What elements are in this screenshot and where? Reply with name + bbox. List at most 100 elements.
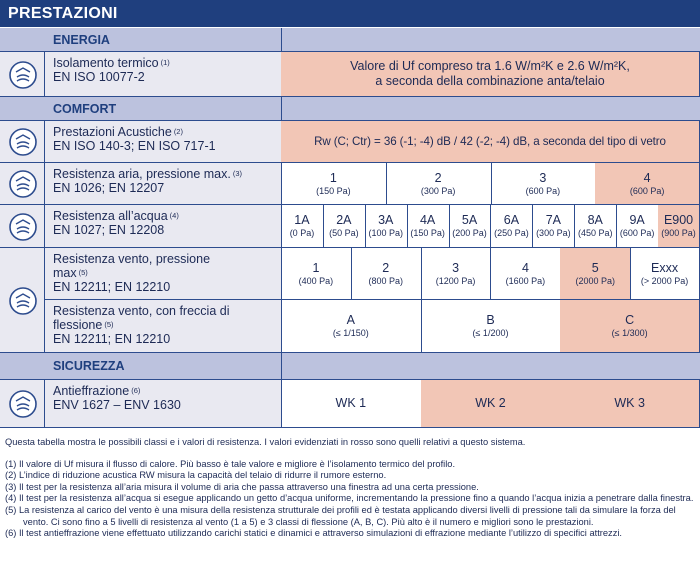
- value-cell: Rw (C; Ctr) = 36 (-1; -4) dB / 42 (-2; -…: [281, 121, 700, 163]
- value-cell: 3 (1200 Pa): [420, 248, 492, 300]
- cell-value: 5: [591, 260, 599, 275]
- cell-sub: (100 Pa): [368, 228, 403, 238]
- cell-sub: (≤ 1/200): [472, 328, 509, 338]
- label-note: (3): [232, 169, 243, 178]
- cell-value: 3A: [378, 213, 394, 227]
- row-label: Resistenza vento, con freccia di flession…: [45, 300, 282, 353]
- notes: Questa tabella mostra le possibili class…: [5, 437, 697, 540]
- value-cell: 4 (1600 Pa): [490, 248, 562, 300]
- cell-sub: (150 Pa): [410, 228, 445, 238]
- cell-value: B: [486, 313, 495, 327]
- row-icon: [9, 390, 37, 418]
- cell-value: 1: [329, 170, 337, 185]
- section-divider: [281, 28, 282, 52]
- cell-sub: (0 Pa): [289, 228, 315, 238]
- section-title: SICUREZZA: [53, 359, 125, 373]
- value-cell: 9A (600 Pa): [616, 205, 660, 248]
- row-icon: [9, 170, 37, 198]
- cell-value: 7A: [545, 213, 561, 227]
- value-cell: 5 (2000 Pa): [560, 248, 632, 300]
- value-cell: 1 (400 Pa): [281, 248, 352, 300]
- section-title: ENERGIA: [53, 33, 110, 47]
- section-bar: [0, 353, 700, 380]
- value-cell: Exxx (> 2000 Pa): [630, 248, 700, 300]
- cell-value: 2: [434, 170, 442, 185]
- value-cell: 1A (0 Pa): [281, 205, 324, 248]
- cell-sub: (150 Pa): [316, 185, 351, 196]
- row-icon: [9, 60, 37, 89]
- value-cell: B (≤ 1/200): [420, 300, 562, 353]
- label-standard: EN 1027; EN 12208: [53, 223, 165, 237]
- cell-sub: (50 Pa): [329, 228, 359, 238]
- footnote: (6) Il test antieffrazione viene effettu…: [5, 528, 622, 539]
- row-label: Antieffrazione (6) ENV 1627 – ENV 1630: [45, 380, 282, 428]
- label-note: (6): [131, 386, 141, 395]
- footnote: (1) Il valore di Uf misura il flusso di …: [5, 458, 456, 469]
- label-standard: EN 1026; EN 12207: [53, 181, 165, 195]
- label-standard: EN ISO 10077-2: [53, 70, 145, 84]
- label-line: max (5): [53, 266, 281, 280]
- row-icon: [9, 212, 37, 241]
- label-text: flessione: [53, 318, 103, 332]
- label-standard: EN 12211; EN 12210: [53, 280, 171, 294]
- label-note: (2): [173, 127, 183, 136]
- value-cell: 7A (300 Pa): [532, 205, 576, 248]
- cell-text: Rw (C; Ctr) = 36 (-1; -4) dB / 42 (-2; -…: [314, 135, 666, 148]
- label-text: Resistenza aria, pressione max.: [53, 167, 231, 181]
- value-cell: 1 (150 Pa): [281, 163, 387, 205]
- cell-sub: (900 Pa): [661, 228, 696, 238]
- cell-value: 1A: [294, 213, 310, 227]
- cell-value: 4: [521, 260, 529, 275]
- value-cell: 2A (50 Pa): [322, 205, 366, 248]
- value-cell: 4A (150 Pa): [406, 205, 450, 248]
- cell-sub: (800 Pa): [368, 275, 403, 286]
- row-icon: [9, 286, 37, 315]
- value-cell: A (≤ 1/150): [281, 300, 422, 353]
- value-cell: 3A (100 Pa): [364, 205, 408, 248]
- label-text: max: [53, 266, 77, 280]
- cell-value: WK 1: [335, 396, 367, 410]
- cell-value: 9A: [629, 213, 645, 227]
- cell-sub: (≤ 1/150): [332, 328, 369, 338]
- cell-sub: (450 Pa): [577, 228, 613, 238]
- cell-value: WK 2: [475, 396, 506, 410]
- cell-value: 2: [382, 260, 390, 275]
- footnote: (4) Il test per la resistenza all’acqua …: [5, 493, 694, 504]
- label-line: Resistenza all’acqua (4): [53, 209, 281, 223]
- label-text: Resistenza vento, pressione: [53, 252, 211, 266]
- value-cell: C (≤ 1/300): [560, 300, 700, 353]
- section-bar: [0, 97, 700, 121]
- row-label: Prestazioni Acustiche (2) EN ISO 140-3; EN…: [45, 121, 282, 163]
- cell-sub: (200 Pa): [452, 228, 487, 238]
- cell-value: C: [625, 313, 635, 327]
- label-note: (5): [78, 268, 88, 277]
- cell-value: WK 3: [614, 396, 645, 410]
- section-divider: [281, 353, 282, 380]
- cell-sub: (1200 Pa): [435, 275, 476, 286]
- cell-value: 3: [452, 260, 460, 275]
- cell-value: A: [346, 313, 355, 327]
- cell-value: Exxx: [651, 260, 679, 275]
- value-cell: WK 3: [560, 380, 700, 428]
- value-cell: 5A (200 Pa): [448, 205, 492, 248]
- value-cell: WK 1: [281, 380, 422, 428]
- label-standard: EN 12211; EN 12210: [53, 332, 171, 346]
- label-text: Isolamento termico: [53, 56, 159, 70]
- label-text: Resistenza vento, con freccia di: [53, 304, 230, 318]
- footnote: (5) La resistenza al carico del vento è …: [5, 504, 676, 527]
- cell-sub: (300 Pa): [420, 185, 456, 196]
- value-cell: 8A (450 Pa): [574, 205, 618, 248]
- cell-sub: (600 Pa): [629, 185, 665, 196]
- value-cell: 4 (600 Pa): [595, 163, 700, 205]
- cell-value: 6A: [503, 213, 520, 227]
- cell-sub: (≤ 1/300): [611, 328, 648, 338]
- label-line: flessione (5): [53, 318, 281, 332]
- cell-sub: (300 Pa): [536, 228, 571, 238]
- row-label: Resistenza aria, pressione max. (3) EN 102…: [45, 163, 282, 205]
- label-text: Antieffrazione: [53, 384, 130, 398]
- cell-value: 2A: [336, 213, 352, 227]
- cell-value: 4A: [419, 213, 436, 227]
- section-title: COMFORT: [53, 102, 117, 116]
- label-line: Antieffrazione (6): [53, 384, 281, 398]
